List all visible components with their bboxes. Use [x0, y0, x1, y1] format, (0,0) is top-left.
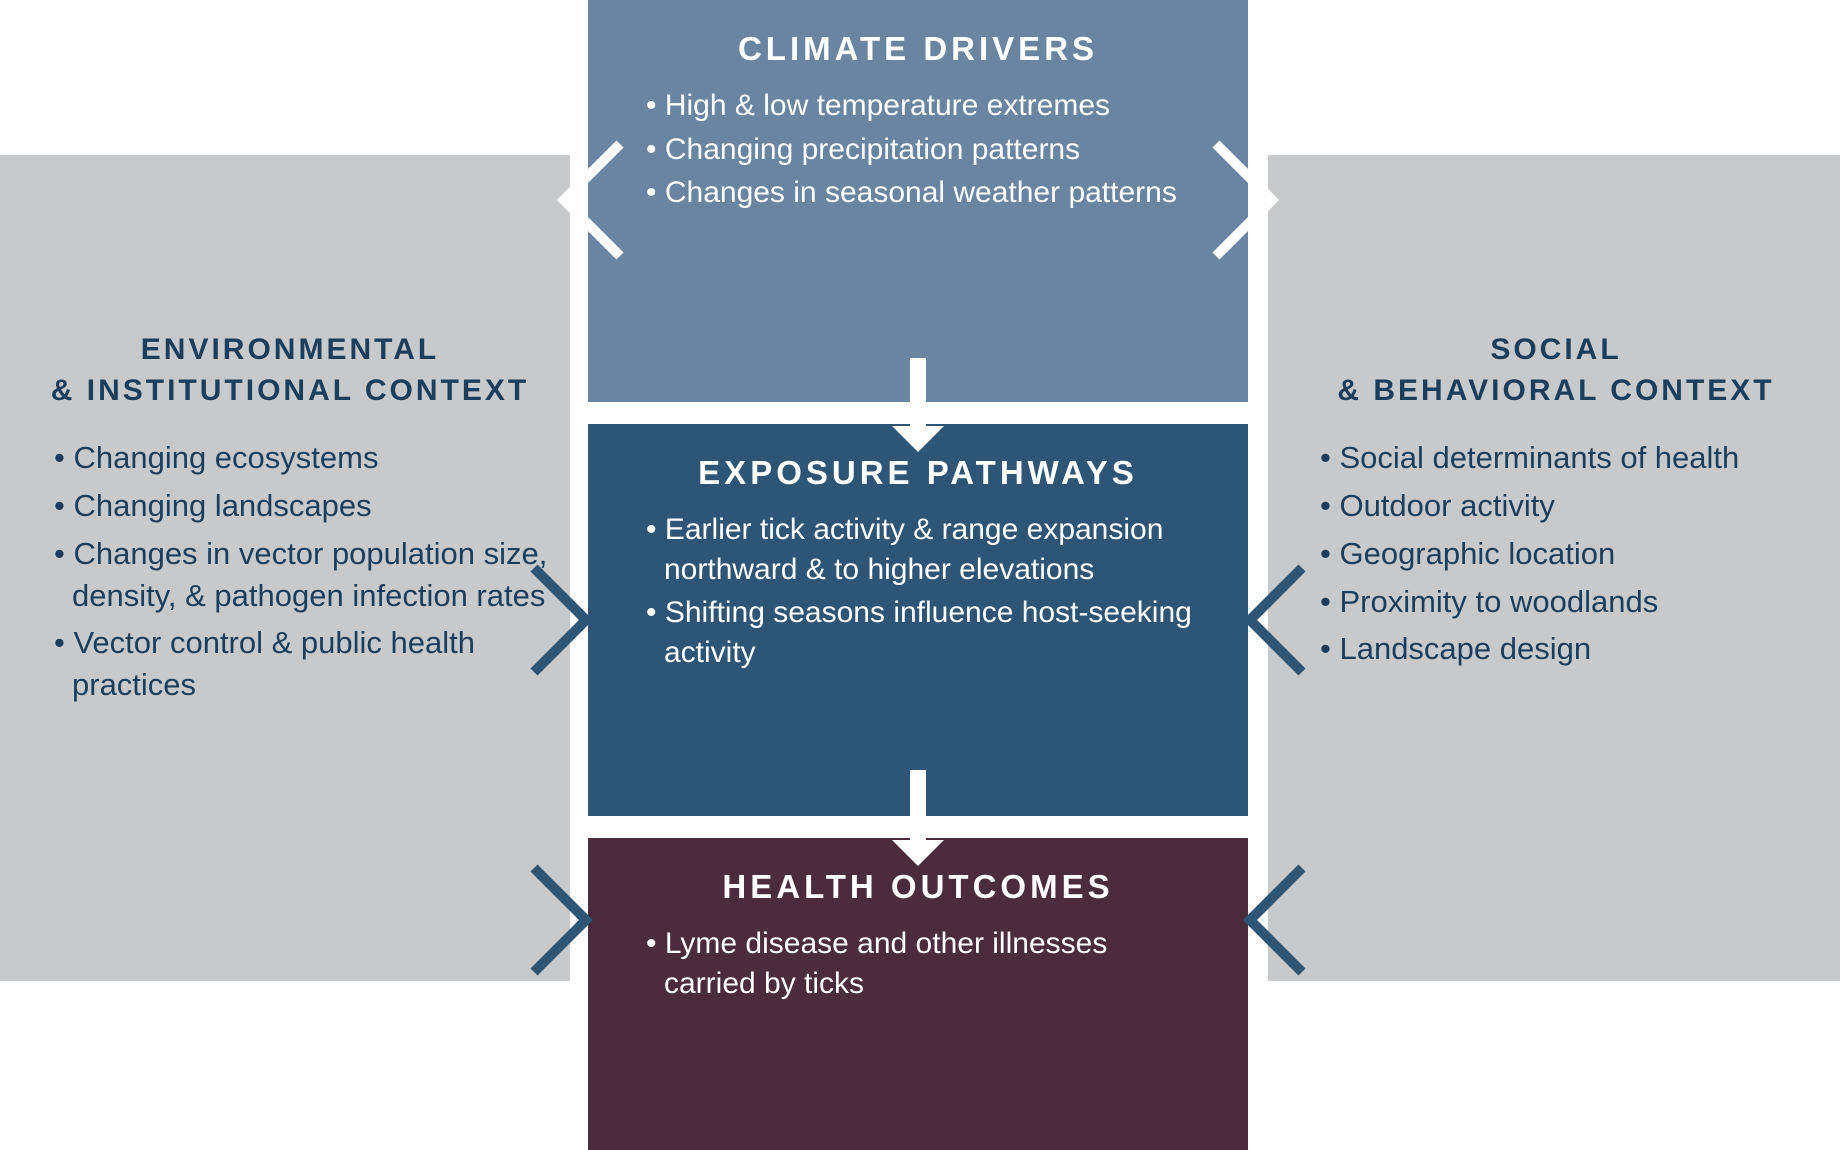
ornaments-layer	[0, 0, 1840, 1150]
